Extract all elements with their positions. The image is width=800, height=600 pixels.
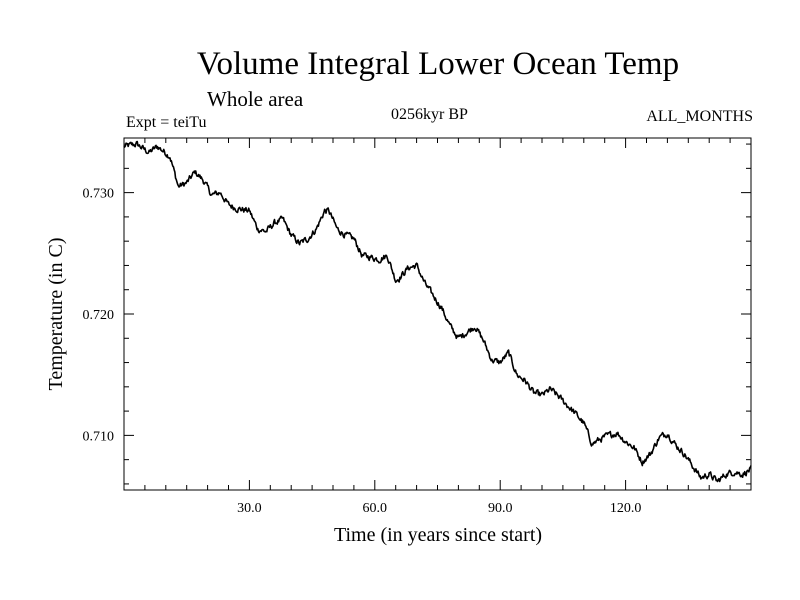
period-label: 0256kyr BP [391,106,468,123]
x-tick-label: 30.0 [237,501,262,516]
x-tick-label: 90.0 [488,501,513,516]
temperature-series-line [123,140,752,483]
y-tick-label: 0.730 [83,187,115,202]
plot-frame [123,137,752,491]
experiment-label: Expt = teiTu [126,114,207,131]
chart-title: Volume Integral Lower Ocean Temp [196,46,680,82]
x-tick-label: 60.0 [363,501,388,516]
y-axis-label: Temperature (in C) [45,238,67,391]
y-tick-label: 0.720 [83,308,115,323]
axis-ticks [124,138,751,490]
chart-subtitle: Whole area [207,87,304,111]
x-axis-label: Time (in years since start) [334,524,542,546]
x-tick-labels: 30.0 60.0 90.0 120.0 [237,501,641,516]
y-tick-label: 0.710 [83,429,115,444]
y-tick-labels: 0.710 0.720 0.730 [83,187,115,445]
x-tick-label: 120.0 [610,501,642,516]
months-label: ALL_MONTHS [646,108,753,125]
